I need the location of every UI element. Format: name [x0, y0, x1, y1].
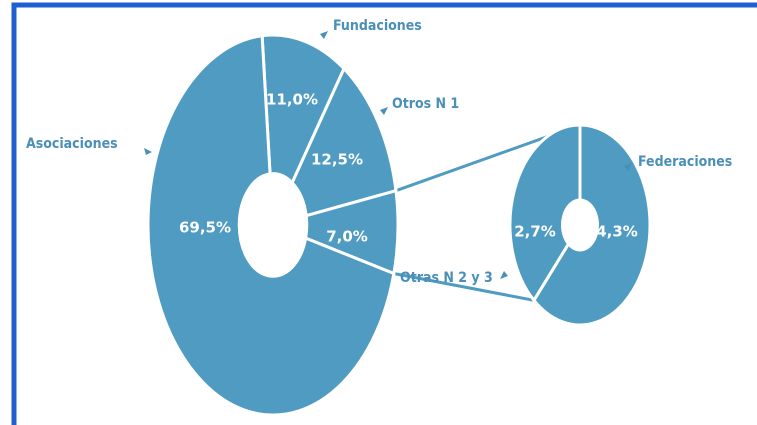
pie-slice [260, 33, 346, 186]
category-label: Asociaciones [26, 136, 118, 152]
pie-slice [508, 123, 582, 303]
category-label: Federaciones [638, 154, 732, 170]
category-label: Fundaciones [333, 18, 422, 34]
pie-slice [146, 34, 396, 417]
data-label: 69,5% [179, 219, 231, 237]
data-label: 4,3% [596, 223, 638, 241]
frame [11, 2, 757, 425]
category-label: Otros N 1 [392, 96, 459, 112]
pointers [144, 31, 632, 279]
pie-slice [532, 123, 652, 327]
data-label: 7,0% [326, 228, 368, 246]
data-label: 12,5% [311, 151, 363, 169]
data-label: 2,7% [514, 223, 556, 241]
category-label: Otras N 2 y 3 [400, 270, 493, 286]
plot [146, 33, 652, 417]
connector-line [393, 272, 535, 302]
data-label: 11,0% [266, 91, 318, 109]
pie-slice [290, 65, 398, 218]
